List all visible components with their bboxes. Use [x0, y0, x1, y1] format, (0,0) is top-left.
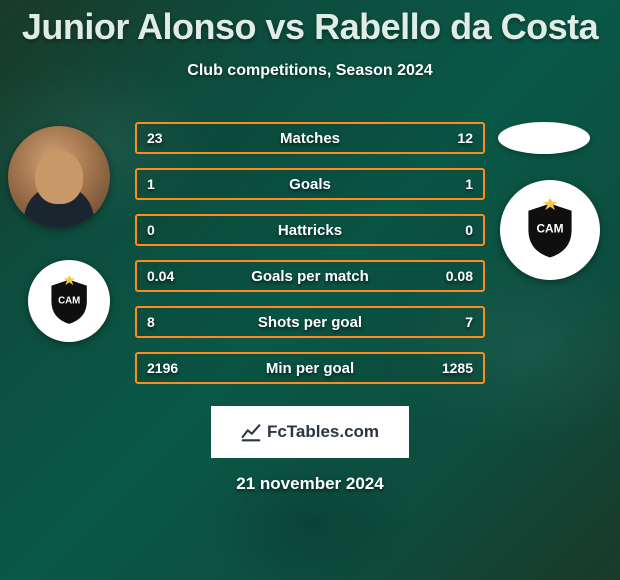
club-badge-right: CAM — [500, 180, 600, 280]
stat-value-right: 1285 — [442, 360, 473, 376]
svg-text:CAM: CAM — [58, 295, 80, 306]
stat-value-right: 1 — [465, 176, 473, 192]
player-photo-left — [8, 126, 110, 228]
stat-label: Matches — [280, 130, 340, 147]
chart-icon — [241, 422, 261, 442]
club-shield-icon: CAM — [47, 276, 91, 327]
stat-value-right: 7 — [465, 314, 473, 330]
content-root: Junior Alonso vs Rabello da Costa Club c… — [0, 0, 620, 580]
stat-value-left: 23 — [147, 130, 163, 146]
stat-value-left: 0 — [147, 222, 155, 238]
page-subtitle: Club competitions, Season 2024 — [187, 62, 432, 80]
stat-row: 8 Shots per goal 7 — [135, 306, 485, 338]
svg-text:CAM: CAM — [536, 222, 563, 236]
stat-value-right: 12 — [457, 130, 473, 146]
stat-value-left: 2196 — [147, 360, 178, 376]
stat-label: Goals per match — [251, 268, 369, 285]
stat-row: 23 Matches 12 — [135, 122, 485, 154]
page-title: Junior Alonso vs Rabello da Costa — [22, 6, 598, 48]
club-shield-icon: CAM — [523, 199, 577, 261]
stat-value-left: 8 — [147, 314, 155, 330]
footer-date: 21 november 2024 — [236, 474, 383, 494]
stat-label: Shots per goal — [258, 314, 362, 331]
stat-value-right: 0 — [465, 222, 473, 238]
stat-value-left: 0.04 — [147, 268, 174, 284]
stat-label: Min per goal — [266, 360, 354, 377]
stat-value-right: 0.08 — [446, 268, 473, 284]
stat-row: 2196 Min per goal 1285 — [135, 352, 485, 384]
stat-label: Goals — [289, 176, 331, 193]
brand-box: FcTables.com — [211, 406, 409, 458]
stat-value-left: 1 — [147, 176, 155, 192]
brand-text: FcTables.com — [267, 422, 379, 442]
stat-row: 0 Hattricks 0 — [135, 214, 485, 246]
club-badge-left: CAM — [28, 260, 110, 342]
stats-table: 23 Matches 12 1 Goals 1 0 Hattricks 0 0.… — [135, 122, 485, 384]
stat-row: 1 Goals 1 — [135, 168, 485, 200]
stat-row: 0.04 Goals per match 0.08 — [135, 260, 485, 292]
player-photo-right-placeholder — [498, 122, 590, 154]
stat-label: Hattricks — [278, 222, 342, 239]
